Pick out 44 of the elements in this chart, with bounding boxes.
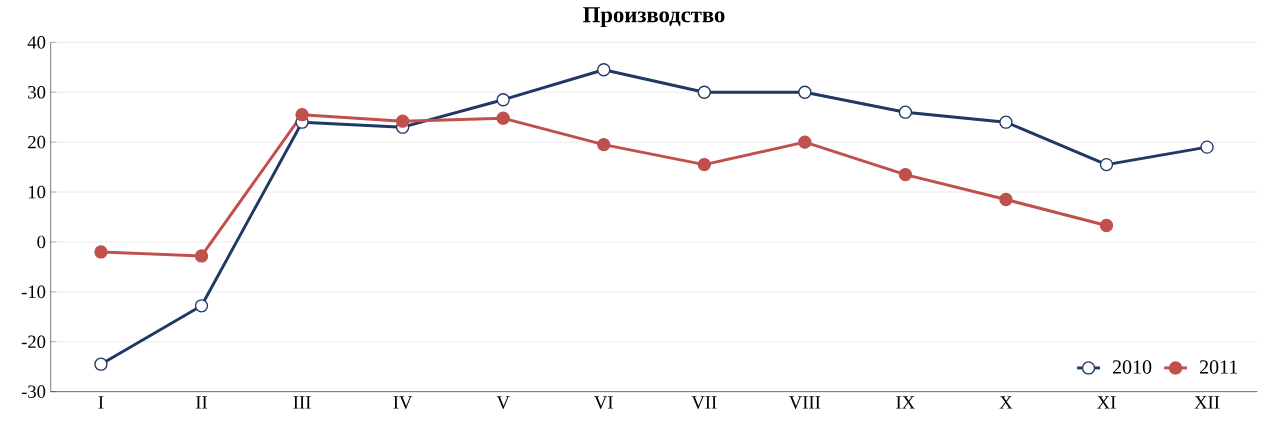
y-tick-label: 30: [28, 85, 46, 99]
point: [999, 192, 1013, 207]
point: [94, 357, 108, 371]
point: [597, 63, 611, 77]
y-tick-label: 40: [27, 36, 46, 49]
x-tick-label: III: [293, 396, 311, 409]
x-tick-label: VI: [594, 396, 613, 409]
y-tick-label: -20: [21, 335, 46, 349]
chart-title: Производство: [583, 7, 725, 27]
y-tick-label: -10: [21, 285, 46, 299]
legend-label: 2011: [1199, 360, 1238, 374]
point: [94, 245, 108, 259]
point: [999, 115, 1013, 129]
point: [1200, 140, 1214, 154]
point: [597, 137, 611, 152]
y-tick-label: 10: [28, 185, 46, 199]
x-tick-label: VII: [691, 396, 717, 409]
x-tick-label: II: [195, 396, 208, 409]
y-tick-label: -30: [21, 385, 46, 398]
y-tick-label: 0: [37, 235, 46, 249]
legend-label: 2010: [1112, 360, 1152, 374]
point: [194, 299, 209, 313]
x-tick-label: I: [98, 396, 104, 409]
point: [898, 167, 913, 182]
point: [697, 85, 711, 99]
point: [295, 108, 309, 122]
point: [898, 105, 913, 119]
y-tick-label: 20: [28, 135, 46, 149]
point: [395, 114, 410, 128]
point: [194, 249, 209, 263]
point: [496, 93, 510, 107]
point: [697, 157, 711, 172]
x-tick-label: IX: [896, 396, 915, 409]
x-tick-label: VIII: [788, 396, 821, 409]
point: [1099, 218, 1114, 233]
x-tick-label: XII: [1194, 396, 1220, 409]
x-tick-label: X: [999, 396, 1013, 409]
x-tick-label: IV: [393, 396, 413, 409]
point: [496, 111, 510, 125]
x-tick-label: V: [496, 396, 510, 409]
point: [798, 135, 812, 149]
point: [1099, 157, 1114, 172]
x-tick-label: XI: [1097, 396, 1116, 409]
point: [798, 85, 812, 99]
